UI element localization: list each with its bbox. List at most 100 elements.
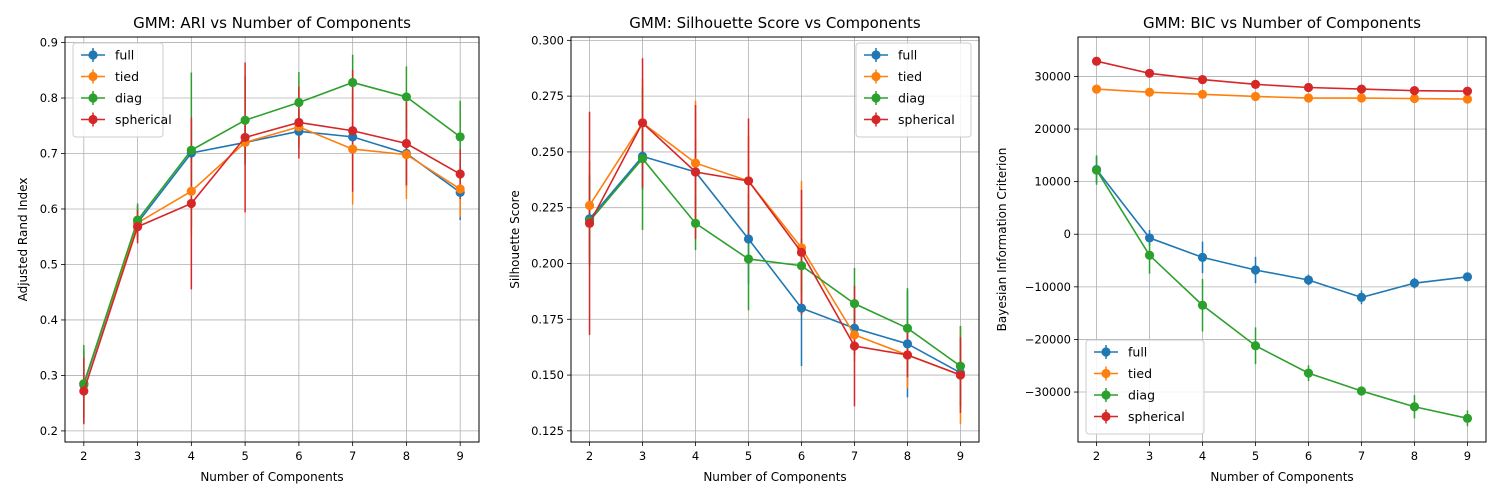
y-tick-label: 0.7 <box>40 147 58 161</box>
data-point-spherical <box>348 126 358 136</box>
y-tick-label: 0.2 <box>40 424 58 438</box>
data-point-tied <box>401 150 412 160</box>
data-point-spherical <box>955 370 966 380</box>
legend-marker-full <box>88 50 98 60</box>
ticks-ari: 2 3 4 5 6 7 8 9 0.2 0.3 0.4 0.5 0.6 0.7 0.8 0.9 <box>40 36 464 463</box>
x-tick-label: 9 <box>1464 449 1471 463</box>
y-axis-label-silhouette: Silhouette Score <box>508 190 522 288</box>
legend-bic: full tied diag spherical <box>1085 339 1205 435</box>
y-tick-label: 0.275 <box>531 89 564 103</box>
data-point-tied <box>1197 89 1208 99</box>
y-tick-label: 0.150 <box>531 368 564 382</box>
lines-bic <box>1091 56 1473 423</box>
data-point-spherical <box>1250 79 1261 89</box>
data-point-diag <box>1356 386 1367 396</box>
data-point-full <box>796 303 807 313</box>
legend-label-diag: diag <box>1128 388 1155 403</box>
legend-label-tied: tied <box>115 69 139 84</box>
data-point-full <box>902 339 913 349</box>
series-line-spherical <box>83 121 461 392</box>
x-tick-label: 6 <box>1305 449 1312 463</box>
data-point-full <box>1356 292 1367 302</box>
data-point-spherical <box>294 117 304 128</box>
data-point-tied <box>1462 94 1473 104</box>
x-tick-label: 2 <box>586 449 593 463</box>
lines-silhouette <box>584 118 966 380</box>
data-point-tied <box>584 200 595 211</box>
data-point-diag <box>1197 300 1208 310</box>
data-point-spherical <box>1303 82 1314 93</box>
axes-frame-ari <box>64 36 480 443</box>
x-tick-label: 6 <box>295 449 302 463</box>
y-tick-label: 0.175 <box>531 312 564 326</box>
y-tick-label: 0.125 <box>531 424 564 438</box>
data-point-spherical <box>1144 68 1155 78</box>
x-axis-label-ari: Number of Components <box>200 470 343 484</box>
y-tick-label: 0.5 <box>40 257 58 271</box>
x-tick-label: 5 <box>241 449 248 463</box>
legend-label-spherical: spherical <box>898 112 955 127</box>
data-point-diag <box>796 261 807 271</box>
legend-marker-tied <box>871 71 881 82</box>
data-point-diag <box>401 92 412 102</box>
series-line-diag <box>588 157 961 367</box>
data-point-diag <box>455 132 465 142</box>
series-line-spherical <box>1096 60 1468 92</box>
data-point-spherical <box>902 350 913 360</box>
data-point-spherical <box>849 341 860 351</box>
data-point-diag <box>1091 165 1102 175</box>
data-point-diag <box>1462 413 1473 423</box>
series-line-tied <box>588 121 961 376</box>
axes-frame-silhouette <box>570 36 980 443</box>
x-axis-label-silhouette: Number of Components <box>703 470 846 484</box>
legend-marker-tied <box>1101 368 1111 379</box>
legend-box <box>72 42 164 138</box>
legend-label-diag: diag <box>898 91 925 106</box>
chart-title-bic: GMM: BIC vs Number of Components <box>1143 14 1421 32</box>
x-tick-label: 7 <box>349 449 356 463</box>
data-point-diag <box>1250 341 1261 351</box>
x-tick-label: 4 <box>188 449 195 463</box>
legend-marker-full <box>871 50 881 60</box>
data-point-spherical <box>132 222 143 232</box>
data-point-full <box>743 234 754 244</box>
x-tick-label: 7 <box>851 449 858 463</box>
x-tick-label: 4 <box>692 449 699 463</box>
legend-label-full: full <box>1128 345 1147 360</box>
y-tick-label: 0.9 <box>40 36 58 50</box>
y-tick-label: 30000 <box>1034 69 1071 83</box>
series-line-diag <box>1095 169 1468 420</box>
series-line-diag <box>83 81 461 384</box>
x-tick-label: 4 <box>1199 449 1206 463</box>
legend-marker-spherical <box>88 114 98 125</box>
data-point-diag <box>1303 368 1314 378</box>
data-point-spherical <box>584 218 595 228</box>
legend-box <box>855 42 972 138</box>
y-tick-label: 0.200 <box>531 256 564 270</box>
data-point-full <box>1303 275 1314 285</box>
y-tick-label: 0 <box>1064 227 1071 241</box>
data-point-tied <box>1356 93 1367 103</box>
data-point-spherical <box>796 247 807 257</box>
y-tick-label: −20000 <box>1025 332 1071 346</box>
legend-label-tied: tied <box>898 69 922 84</box>
data-point-spherical <box>1462 86 1473 96</box>
data-point-diag <box>348 77 358 88</box>
data-point-spherical <box>1197 75 1208 85</box>
data-point-full <box>1144 233 1155 243</box>
series-line-spherical <box>588 121 961 376</box>
panel-bic: 2 3 4 5 6 7 8 9 −30000 −20000 −10000 0 10000 20000 300… <box>995 14 1487 484</box>
data-point-spherical <box>743 176 754 186</box>
panel-ari: 2 3 4 5 6 7 8 9 0.2 0.3 0.4 0.5 0.6 0.7 0.8 0.9 GMM: AR… <box>16 14 480 484</box>
lines-ari <box>79 77 465 396</box>
data-point-full <box>1409 278 1420 288</box>
legend-box <box>1085 339 1205 435</box>
data-point-full <box>1250 265 1261 275</box>
data-point-diag <box>743 254 754 264</box>
y-tick-label: 0.250 <box>531 145 564 159</box>
legend-silhouette: full tied diag spherical <box>855 42 972 138</box>
data-point-diag <box>240 115 250 125</box>
y-tick-label: 0.3 <box>40 368 58 382</box>
